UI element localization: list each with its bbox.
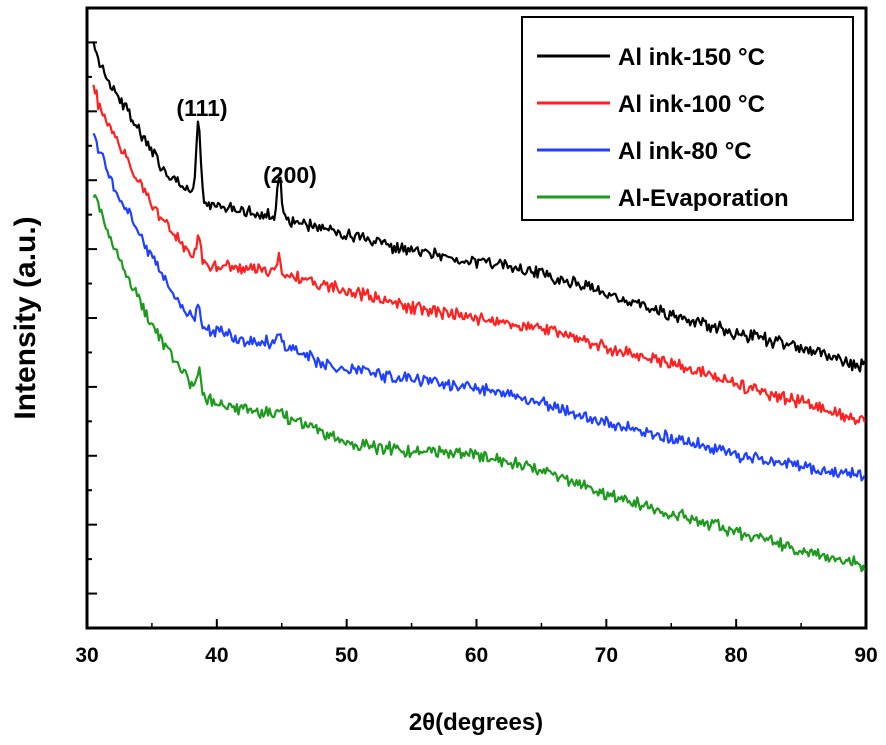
annotation-111: (111) — [176, 95, 227, 121]
x-axis-title: 2θ(degrees) — [409, 709, 543, 736]
x-tick-label-60: 60 — [465, 644, 488, 667]
x-tick-label-40: 40 — [205, 644, 228, 667]
series-layer — [92, 41, 866, 573]
series-line-1 — [92, 84, 866, 426]
legend-label-evap: Al-Evaporation — [618, 185, 789, 212]
legend: Al ink-150 °C Al ink-100 °C Al ink-80 °C… — [521, 16, 854, 221]
series-line-2 — [92, 132, 866, 482]
x-tick-label-80: 80 — [724, 644, 747, 667]
series-line-3 — [92, 194, 866, 573]
legend-label-80: Al ink-80 °C — [618, 138, 752, 165]
y-axis-title: Intensity (a.u.) — [9, 216, 42, 419]
x-tick-label-90: 90 — [854, 644, 877, 667]
x-tick-label-50: 50 — [335, 644, 358, 667]
legend-box — [521, 16, 854, 221]
x-tick-label-30: 30 — [75, 644, 98, 667]
y-axis-ticks — [87, 41, 97, 629]
x-axis-ticks: 30 40 50 60 70 80 90 — [75, 619, 878, 667]
legend-label-150: Al ink-150 °C — [618, 44, 765, 71]
x-tick-label-70: 70 — [595, 644, 618, 667]
series-line-0 — [92, 41, 866, 373]
annotation-200: (200) — [263, 162, 317, 188]
legend-label-100: Al ink-100 °C — [618, 91, 765, 118]
